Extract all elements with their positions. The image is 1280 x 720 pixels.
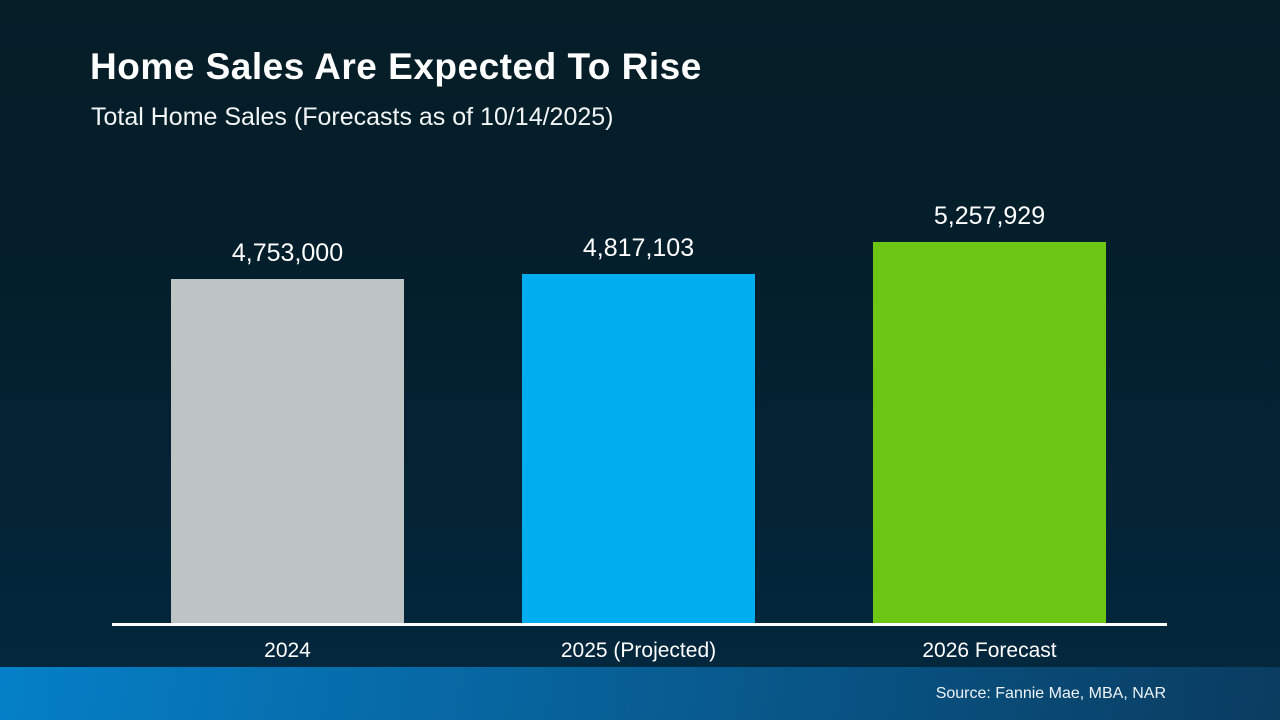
bar-2024 — [171, 279, 404, 623]
x-axis-label-2025: 2025 (Projected) — [560, 639, 717, 662]
bar-value-label: 5,257,929 — [933, 202, 1046, 230]
bar-value-label: 4,753,000 — [231, 239, 344, 267]
bar-2026 — [873, 242, 1106, 623]
page-subtitle: Total Home Sales (Forecasts as of 10/14/… — [91, 103, 614, 131]
bar-group-2024: 4,753,000 — [171, 239, 404, 623]
x-axis-baseline — [112, 623, 1167, 626]
footer-band: Source: Fannie Mae, MBA, NAR — [0, 667, 1280, 720]
bar-value-label: 4,817,103 — [582, 234, 695, 262]
source-attribution: Source: Fannie Mae, MBA, NAR — [935, 684, 1166, 702]
page-title: Home Sales Are Expected To Rise — [90, 46, 702, 87]
x-axis-label-2026: 2026 Forecast — [922, 639, 1057, 662]
bar-group-2025: 4,817,103 — [522, 234, 755, 623]
bar-2025 — [522, 274, 755, 623]
bar-group-2026: 5,257,929 — [873, 202, 1106, 623]
x-axis-label-2024: 2024 — [264, 639, 311, 662]
